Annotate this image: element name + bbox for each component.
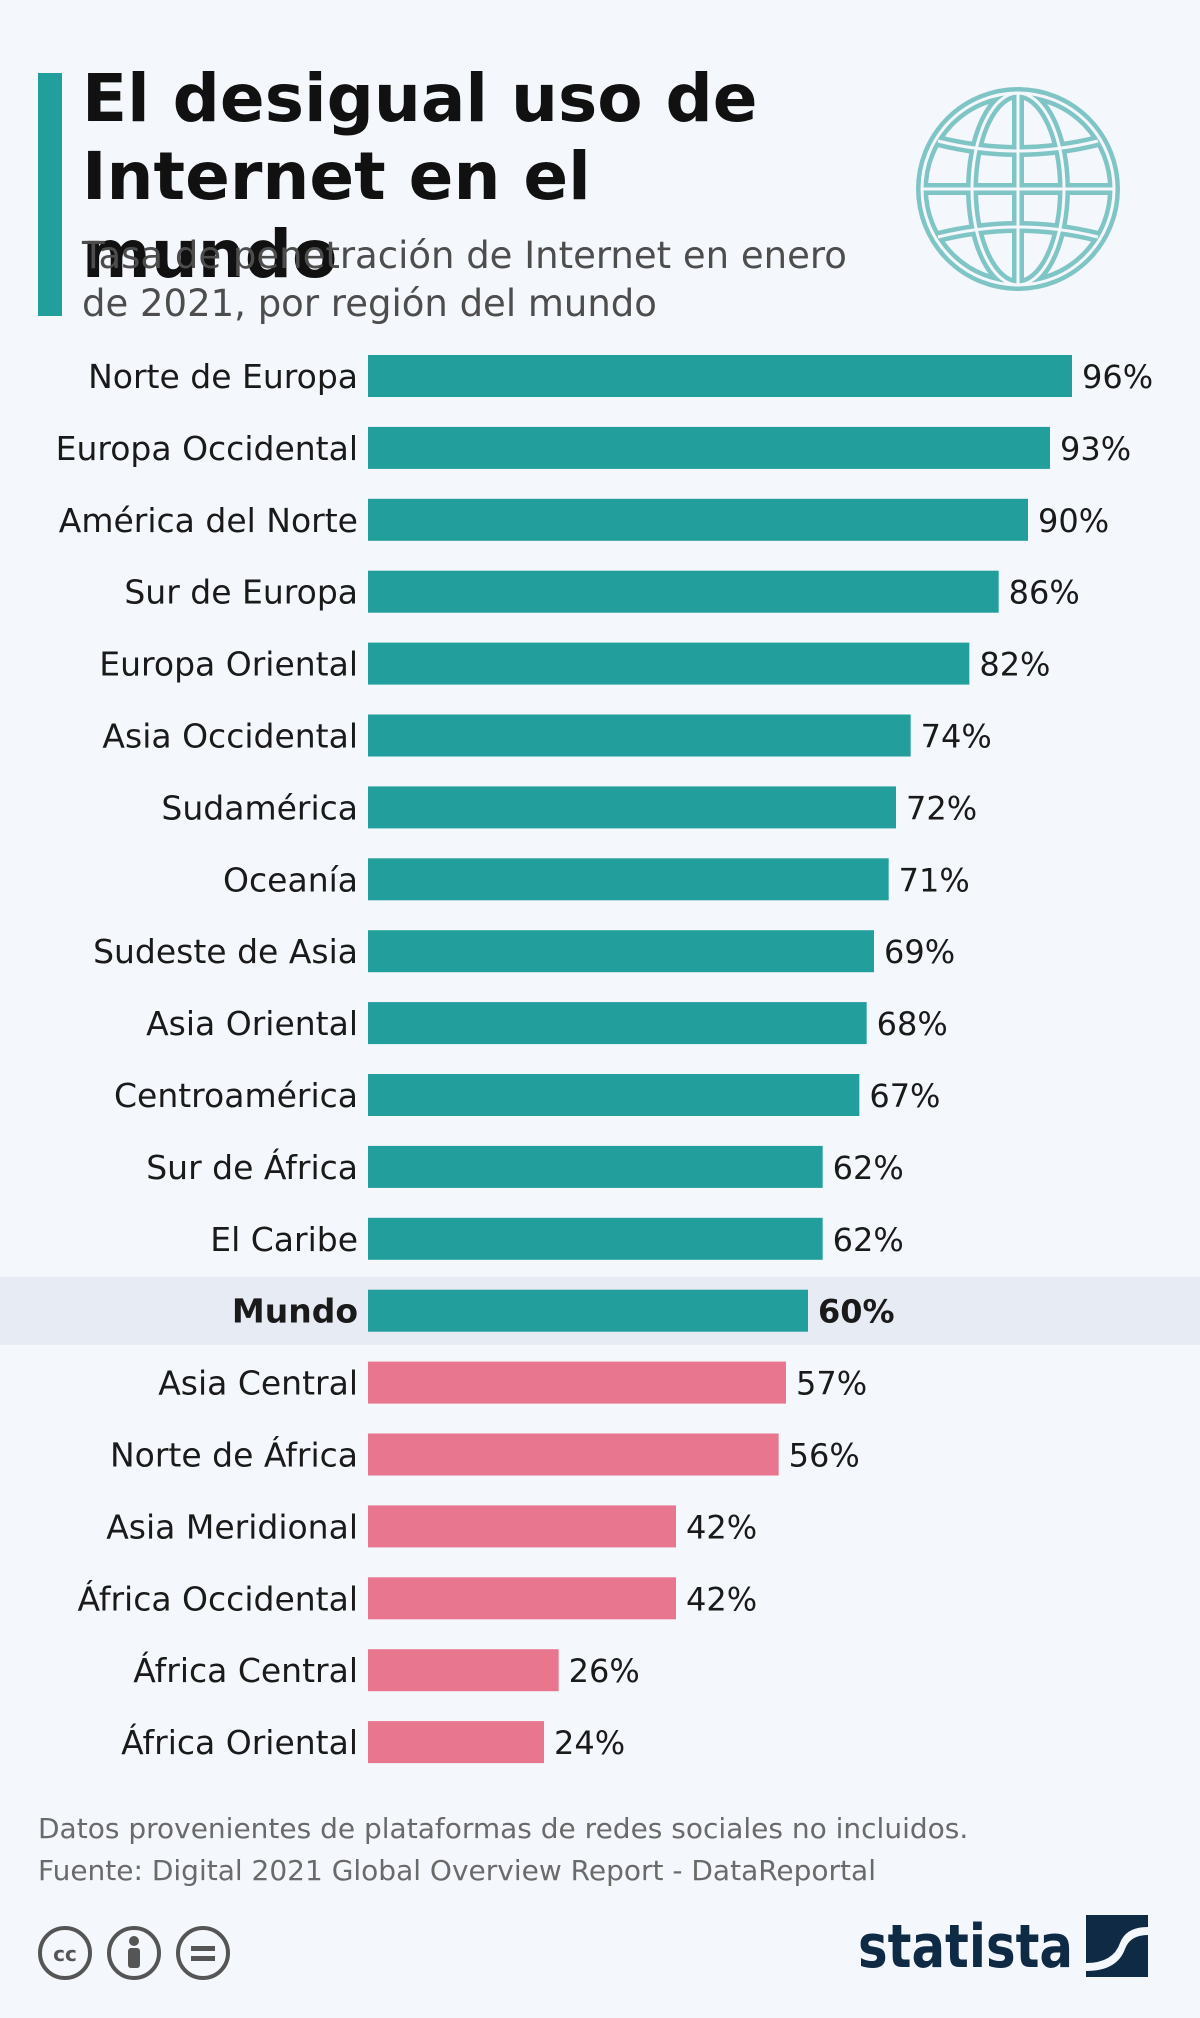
category-label: África Oriental [121, 1722, 358, 1762]
nd-icon [176, 1926, 230, 1980]
bar [368, 1361, 786, 1404]
footnote-note: Datos provenientes de plataformas de red… [38, 1812, 969, 1845]
value-label: 62% [833, 1149, 904, 1187]
value-label: 86% [1009, 574, 1080, 612]
value-label: 67% [869, 1077, 940, 1115]
value-label: 24% [554, 1724, 625, 1762]
svg-text:cc: cc [53, 1942, 77, 1966]
value-label: 90% [1038, 502, 1109, 540]
category-label: Asia Occidental [102, 717, 358, 756]
bar-chart: Norte de Europa 96% Europa Occidental 93% Am… [0, 355, 1200, 1764]
bar [368, 858, 889, 901]
category-label: Asia Oriental [146, 1004, 358, 1043]
category-label: Europa Occidental [56, 429, 358, 468]
statista-wordmark: statista [858, 1912, 1073, 1982]
value-label: 82% [979, 646, 1050, 684]
bar [368, 498, 1028, 541]
category-label: África Central [133, 1650, 358, 1690]
by-icon [107, 1926, 161, 1980]
cc-icon: cc [38, 1926, 92, 1980]
value-label: 42% [686, 1508, 757, 1546]
category-label: África Occidental [77, 1578, 358, 1618]
value-label: 72% [906, 789, 977, 827]
category-label: Norte de África [110, 1435, 358, 1475]
value-label: 74% [921, 718, 992, 756]
category-label: Asia Meridional [106, 1507, 358, 1546]
category-label: Sur de África [146, 1147, 358, 1187]
category-label: América del Norte [59, 501, 358, 540]
category-label: Centroamérica [114, 1076, 358, 1115]
value-label: 69% [884, 933, 955, 971]
bar [368, 714, 911, 757]
value-label: 56% [789, 1437, 860, 1475]
page-title: El desigual uso de Internet en el mundo [82, 60, 758, 293]
bar [368, 642, 970, 685]
bar [368, 1721, 544, 1764]
bar [368, 1505, 676, 1548]
category-label: Sudamérica [161, 788, 358, 827]
value-label: 62% [833, 1221, 904, 1259]
bar [368, 1649, 559, 1692]
category-label: Asia Central [158, 1364, 358, 1403]
category-label: Sur de Europa [124, 573, 358, 612]
value-label: 96% [1082, 358, 1153, 396]
bar [368, 355, 1072, 397]
footnote-source: Fuente: Digital 2021 Global Overview Rep… [38, 1854, 876, 1887]
footnote: Datos provenientes de plataformas de red… [38, 1808, 968, 1892]
category-label: Oceanía [223, 860, 358, 899]
category-label: Europa Oriental [99, 645, 358, 684]
statista-logo: statista [858, 1905, 1168, 1985]
value-label: 60% [818, 1293, 895, 1331]
category-label: Sudeste de Asia [93, 932, 358, 971]
page-subtitle: Tasa de penetración de Internet en enero… [82, 234, 847, 325]
statista-mark-icon [1086, 1915, 1148, 1977]
value-label: 57% [796, 1365, 867, 1403]
bar [368, 1577, 676, 1620]
bar [368, 1145, 823, 1188]
bar [368, 426, 1050, 469]
bar [368, 1074, 860, 1116]
bar [368, 1433, 779, 1476]
globe-icon [916, 87, 1120, 291]
value-label: 26% [569, 1652, 640, 1690]
bar [368, 570, 999, 613]
bar [368, 1217, 823, 1260]
accent-bar [38, 73, 62, 316]
value-label: 68% [877, 1005, 948, 1043]
bar [368, 1002, 867, 1045]
category-label: Norte de Europa [88, 357, 358, 396]
value-label: 42% [686, 1580, 757, 1618]
category-label: Mundo [232, 1292, 358, 1331]
value-label: 71% [899, 861, 970, 899]
category-label: El Caribe [210, 1220, 358, 1259]
bar [368, 930, 874, 973]
value-label: 93% [1060, 430, 1131, 468]
bar [368, 786, 896, 829]
bar [368, 1289, 808, 1332]
